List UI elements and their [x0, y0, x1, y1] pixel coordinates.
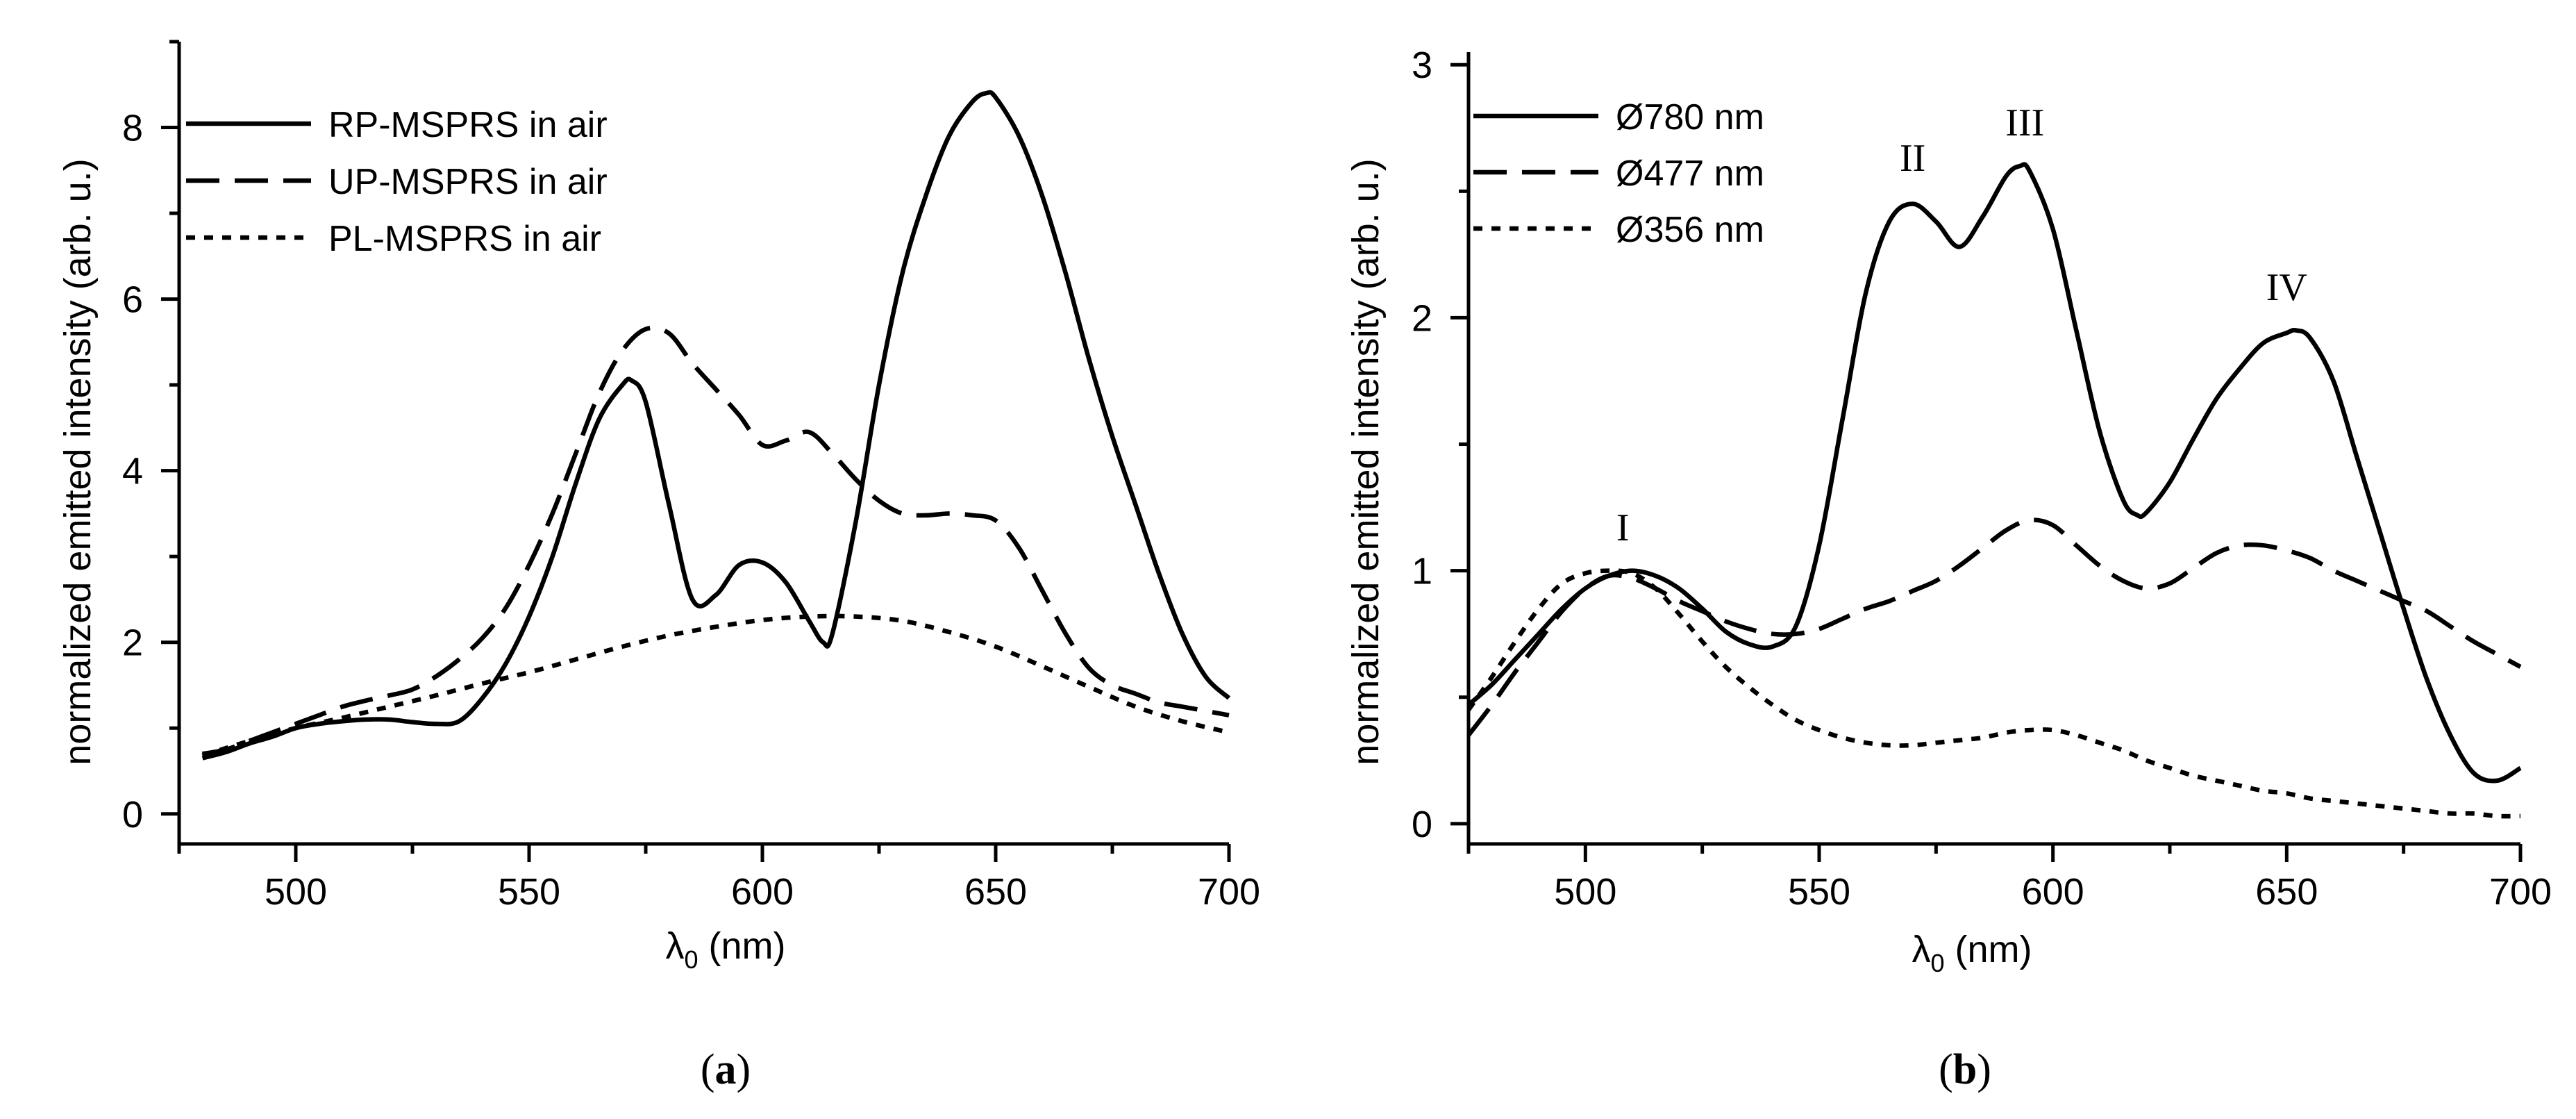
x-tick-label-b: 650: [2255, 871, 2318, 913]
x-tick-label-b: 550: [1788, 871, 1850, 913]
x-axis-label-a: λ0 (nm): [665, 925, 785, 974]
legend-label-b: Ø780 nm: [1616, 97, 1764, 138]
y-tick-label-a: 4: [122, 451, 143, 492]
y-tick-label-b: 1: [1412, 551, 1432, 592]
legend-label-a: RP-MSPRS in air: [328, 105, 608, 145]
y-tick-label-b: 3: [1412, 44, 1432, 86]
x-tick-label-b: 700: [2489, 871, 2552, 913]
series-line-b-dashed: [1466, 517, 2522, 737]
series-line-a-solid: [201, 90, 1231, 761]
y-axis-label-a: normalized emitted intensity (arb. u.): [57, 158, 99, 765]
series-line-a-dashed: [202, 325, 1230, 756]
y-tick-label-a: 0: [122, 794, 143, 836]
chart-panel-b: normalized emitted intensity (arb. u.) λ…: [1345, 44, 2552, 1093]
panel-label-a: (a): [701, 1046, 751, 1093]
x-tick-label-a: 550: [498, 871, 560, 913]
y-tick-label-b: 0: [1412, 804, 1432, 845]
peak-annotation-b: II: [1900, 137, 1925, 180]
x-axis-label-b: λ0 (nm): [1912, 929, 2032, 977]
x-tick-label-b: 600: [2022, 871, 2084, 913]
peak-annotation-b: IV: [2266, 266, 2307, 309]
x-tick-label-a: 650: [964, 871, 1027, 913]
y-tick-label-a: 2: [122, 622, 143, 664]
x-tick-label-a: 500: [265, 871, 327, 913]
legend-label-b: Ø356 nm: [1616, 210, 1764, 250]
x-tick-label-a: 700: [1198, 871, 1260, 913]
y-tick-label-b: 2: [1412, 297, 1432, 339]
y-axis-label-b: normalized emitted intensity (arb. u.): [1345, 158, 1387, 765]
chart-panel-a: normalized emitted intensity (arb. u.) λ…: [57, 40, 1260, 1093]
series-line-b-solid: [1466, 162, 2522, 784]
legend-label-a: UP-MSPRS in air: [328, 162, 608, 202]
peak-annotation-b: I: [1616, 506, 1630, 549]
x-tick-label-a: 600: [731, 871, 794, 913]
peak-annotation-b: III: [2005, 101, 2044, 144]
series-line-a-dotted: [201, 613, 1230, 758]
panel-label-b: (b): [1939, 1046, 1991, 1093]
series-line-b-dotted: [1466, 568, 2521, 819]
legend-label-b: Ø477 nm: [1616, 154, 1764, 194]
y-tick-label-a: 6: [122, 279, 143, 321]
legend-label-a: PL-MSPRS in air: [328, 219, 601, 259]
y-tick-label-a: 8: [122, 108, 143, 149]
x-tick-label-b: 500: [1554, 871, 1616, 913]
